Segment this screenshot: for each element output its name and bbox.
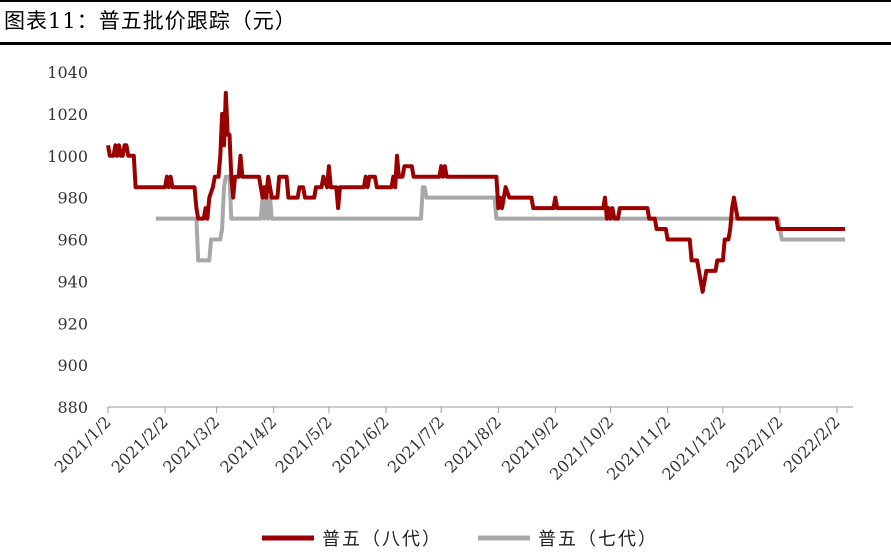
x-tick-label: 2021/8/2	[441, 412, 505, 476]
y-tick-label: 1000	[47, 147, 88, 166]
x-tick-label: 2021/5/2	[271, 412, 335, 476]
y-tick-label: 960	[57, 231, 88, 250]
x-axis: 2021/1/22021/2/22021/3/22021/4/22021/5/2…	[51, 406, 853, 484]
series-line-puwu-8th-gen	[106, 90, 837, 294]
y-tick-label: 1020	[47, 105, 88, 124]
y-tick-label: 940	[57, 272, 88, 291]
x-tick-label: 2021/3/2	[159, 412, 223, 476]
figure-title: 图表11：普五批价跟踪（元）	[4, 9, 297, 33]
x-tick-label: 2021/4/2	[216, 412, 280, 476]
x-tick-label: 2021/6/2	[329, 412, 393, 476]
x-tick-label: 2022/2/2	[780, 412, 844, 476]
y-axis: 880 900 920 940 960 980 1000 1020 1040	[47, 63, 88, 417]
x-tick-label: 2022/1/2	[723, 412, 787, 476]
y-tick-label: 920	[57, 314, 88, 333]
legend: 普五（八代） 普五（七代）	[262, 529, 658, 550]
legend-label: 普五（八代）	[322, 529, 442, 550]
series-lines	[106, 90, 849, 294]
y-tick-label: 980	[57, 189, 88, 208]
x-tick-label: 2021/1/2	[51, 412, 115, 476]
title-top-rule	[0, 0, 891, 2]
x-tick-label: 2021/7/2	[384, 412, 448, 476]
y-tick-label: 900	[57, 356, 88, 375]
y-tick-label: 1040	[47, 63, 88, 82]
y-tick-label: 880	[57, 398, 88, 417]
title-underline	[0, 42, 891, 45]
legend-label: 普五（七代）	[538, 529, 658, 550]
